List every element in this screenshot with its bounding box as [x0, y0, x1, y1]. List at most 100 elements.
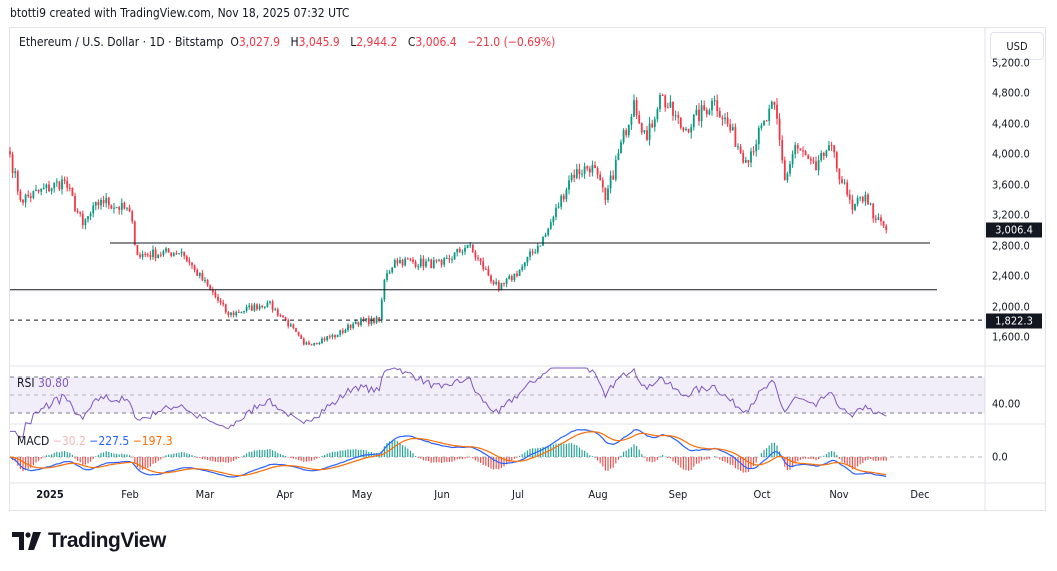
candle-body	[14, 171, 17, 174]
candle-body	[578, 169, 581, 175]
candle-body	[315, 343, 318, 345]
candle-body	[755, 144, 758, 152]
candle-body	[443, 258, 446, 265]
candle-body	[747, 160, 750, 163]
price-tick: 2,400.0	[992, 269, 1030, 283]
candle-body	[427, 259, 430, 262]
currency-button[interactable]: USD	[990, 32, 1044, 60]
candle-body	[131, 211, 134, 222]
candle-body	[61, 179, 63, 190]
candle-body	[601, 180, 604, 188]
candle-body	[165, 248, 167, 252]
candle-body	[700, 105, 703, 122]
candle-body	[159, 254, 162, 256]
candle-body	[53, 182, 56, 189]
candle-body	[128, 207, 131, 212]
candle-body	[630, 116, 633, 125]
candle-body	[167, 248, 170, 253]
candle-body	[653, 119, 656, 128]
candle-body	[679, 117, 682, 128]
candle-body	[341, 330, 344, 333]
candle-body	[232, 312, 235, 316]
candle-body	[497, 281, 500, 290]
candle-body	[263, 306, 266, 308]
close-label: C	[407, 35, 416, 49]
candle-body	[349, 324, 352, 329]
candle-body	[313, 343, 316, 346]
candle-body	[113, 207, 115, 209]
candle-body	[742, 152, 745, 163]
candle-body	[204, 280, 206, 282]
candle-body	[562, 195, 565, 200]
candle-body	[344, 329, 347, 333]
time-tick: Apr	[276, 488, 294, 501]
candle-body	[882, 221, 885, 226]
candle-body	[695, 109, 698, 115]
candle-body	[178, 253, 180, 255]
candle-body	[94, 202, 97, 206]
candle-body	[63, 179, 66, 181]
candle-body	[81, 213, 84, 226]
candle-body	[230, 312, 232, 315]
candle-body	[417, 266, 420, 268]
candle-body	[622, 130, 625, 143]
candle-body	[297, 331, 300, 336]
candle-body	[596, 168, 599, 175]
candle-body	[523, 262, 526, 267]
candle-body	[479, 258, 482, 262]
candle-body	[817, 160, 820, 171]
candle-body	[864, 194, 867, 202]
candle-body	[458, 248, 461, 252]
candle-body	[651, 123, 654, 128]
candle-body	[620, 142, 622, 154]
rsi-legend: RSI 30.80	[17, 376, 69, 390]
candle-body	[635, 100, 638, 116]
candle-body	[669, 101, 672, 108]
candle-body	[542, 236, 544, 246]
candle-body	[360, 318, 362, 326]
candle-body	[508, 276, 511, 280]
candle-body	[432, 260, 435, 269]
candle-body	[789, 164, 791, 174]
candle-body	[744, 160, 747, 163]
candle-body	[451, 259, 453, 261]
candle-body	[334, 335, 336, 338]
candle-body	[92, 205, 95, 214]
candle-body	[321, 338, 323, 344]
candle-body	[570, 174, 573, 181]
candle-body	[391, 267, 394, 273]
candle-body	[770, 101, 773, 109]
candle-body	[482, 261, 485, 269]
candle-body	[305, 342, 308, 345]
candle-body	[487, 268, 490, 276]
candle-body	[219, 300, 222, 303]
credit-line: btotti9 created with TradingView.com, No…	[10, 6, 350, 20]
candle-body	[815, 161, 817, 171]
candle-body	[419, 258, 422, 267]
candle-body	[869, 203, 872, 205]
logo-text: TradingView	[48, 529, 166, 552]
candle-body	[35, 189, 37, 192]
candle-body	[526, 256, 529, 263]
candle-body	[188, 260, 191, 263]
candle-body	[521, 266, 524, 271]
chart-frame	[9, 27, 1046, 511]
candle-body	[757, 128, 760, 145]
low-value: 2,944.2	[356, 35, 398, 49]
macd-legend: MACD −30.2 −227.5 −197.3	[17, 434, 173, 448]
candle-body	[848, 194, 851, 200]
close-value: 3,006.4	[415, 35, 457, 49]
macd-label: MACD	[17, 434, 50, 448]
candle-body	[672, 101, 674, 116]
price-tick: 1,600.0	[992, 330, 1030, 344]
candle-body	[354, 321, 357, 324]
candle-body	[323, 338, 326, 341]
last-price-badge: 3,006.4	[986, 222, 1042, 238]
candle-body	[42, 188, 45, 190]
candle-body	[331, 335, 334, 338]
candle-body	[258, 305, 261, 310]
candle-body	[206, 280, 209, 286]
candle-body	[854, 203, 856, 210]
candle-body	[250, 305, 253, 311]
